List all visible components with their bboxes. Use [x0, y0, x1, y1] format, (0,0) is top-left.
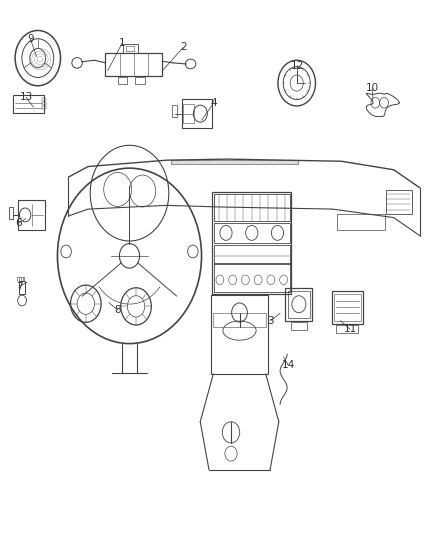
Bar [337, 214, 385, 230]
Text: 6: 6 [15, 218, 21, 228]
Bar [214, 245, 290, 263]
Bar [334, 294, 361, 321]
Bar [13, 95, 44, 114]
Bar [118, 77, 127, 84]
Bar [213, 312, 266, 327]
Text: 10: 10 [366, 83, 379, 93]
Bar [9, 207, 13, 219]
Text: 13: 13 [19, 92, 33, 102]
Bar [214, 194, 290, 221]
Text: 11: 11 [343, 324, 357, 334]
Bar [135, 77, 145, 84]
Text: 4: 4 [210, 98, 217, 108]
Text: 9: 9 [27, 34, 34, 44]
Text: 3: 3 [267, 316, 274, 326]
Bar [286, 288, 312, 321]
Text: 1: 1 [119, 38, 125, 48]
Bar [42, 98, 46, 101]
Bar [288, 291, 310, 318]
Text: 8: 8 [114, 305, 121, 315]
Text: 2: 2 [180, 43, 187, 52]
Bar [106, 53, 162, 76]
Bar [386, 190, 412, 214]
Bar [127, 46, 134, 51]
Text: 14: 14 [281, 360, 295, 370]
Bar [172, 106, 177, 117]
Text: 7: 7 [16, 282, 22, 292]
Bar [42, 102, 46, 105]
Bar [19, 281, 25, 294]
Bar [332, 291, 363, 324]
Bar [214, 223, 290, 243]
Bar [183, 104, 194, 123]
Bar [171, 160, 297, 165]
Bar [211, 295, 268, 374]
Text: 12: 12 [291, 61, 304, 70]
Bar [291, 322, 307, 330]
Bar [336, 325, 358, 334]
Bar [212, 192, 291, 294]
Bar [123, 44, 138, 53]
Bar [182, 99, 212, 128]
Bar [18, 199, 45, 230]
Bar [42, 107, 46, 109]
Bar [214, 263, 290, 292]
